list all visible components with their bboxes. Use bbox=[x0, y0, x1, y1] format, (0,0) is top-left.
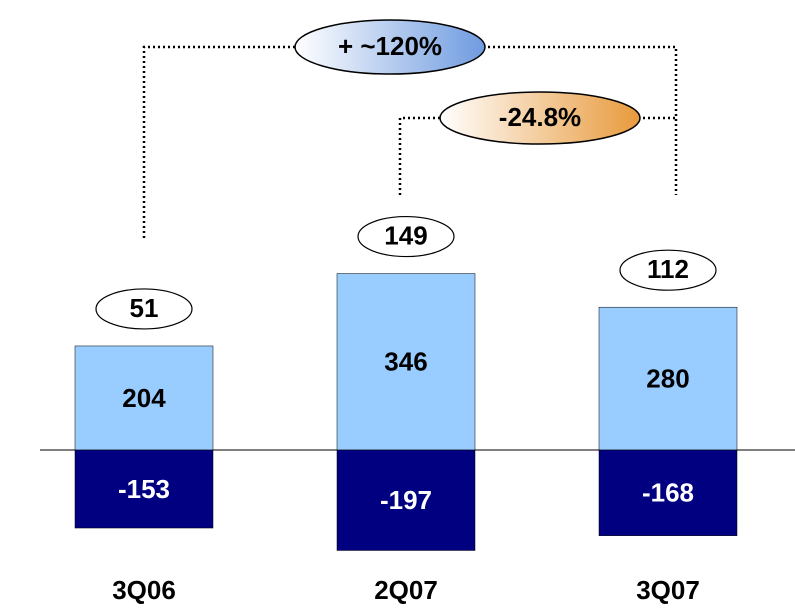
total-label: 112 bbox=[647, 254, 689, 284]
bar-segment bbox=[598, 449, 738, 536]
annotation: -24.8% bbox=[499, 102, 581, 132]
value-label: 280 bbox=[646, 363, 689, 393]
bar-segment bbox=[336, 273, 476, 451]
bar-segment bbox=[336, 449, 476, 551]
bar-segment bbox=[74, 449, 214, 529]
bar-segment bbox=[74, 345, 214, 451]
value-label: -168 bbox=[642, 478, 694, 508]
total-oval bbox=[357, 215, 455, 258]
annotation-oval bbox=[439, 91, 641, 145]
value-label: 204 bbox=[122, 383, 166, 413]
x-tick-label: 3Q07 bbox=[636, 575, 700, 605]
total-label: 149 bbox=[384, 220, 427, 250]
value-label: -153 bbox=[118, 474, 170, 504]
bar-segment bbox=[598, 306, 738, 451]
x-tick-label: 3Q06 bbox=[112, 575, 176, 605]
total-oval bbox=[619, 249, 717, 291]
total-label: 51 bbox=[130, 293, 159, 323]
connector bbox=[142, 45, 678, 238]
x-tick-label: 2Q07 bbox=[374, 575, 438, 605]
annotation: + ~120% bbox=[338, 31, 442, 61]
annotation-oval bbox=[294, 19, 486, 75]
value-label: 346 bbox=[384, 347, 427, 377]
total-oval bbox=[95, 288, 193, 330]
value-label: -197 bbox=[380, 485, 432, 515]
